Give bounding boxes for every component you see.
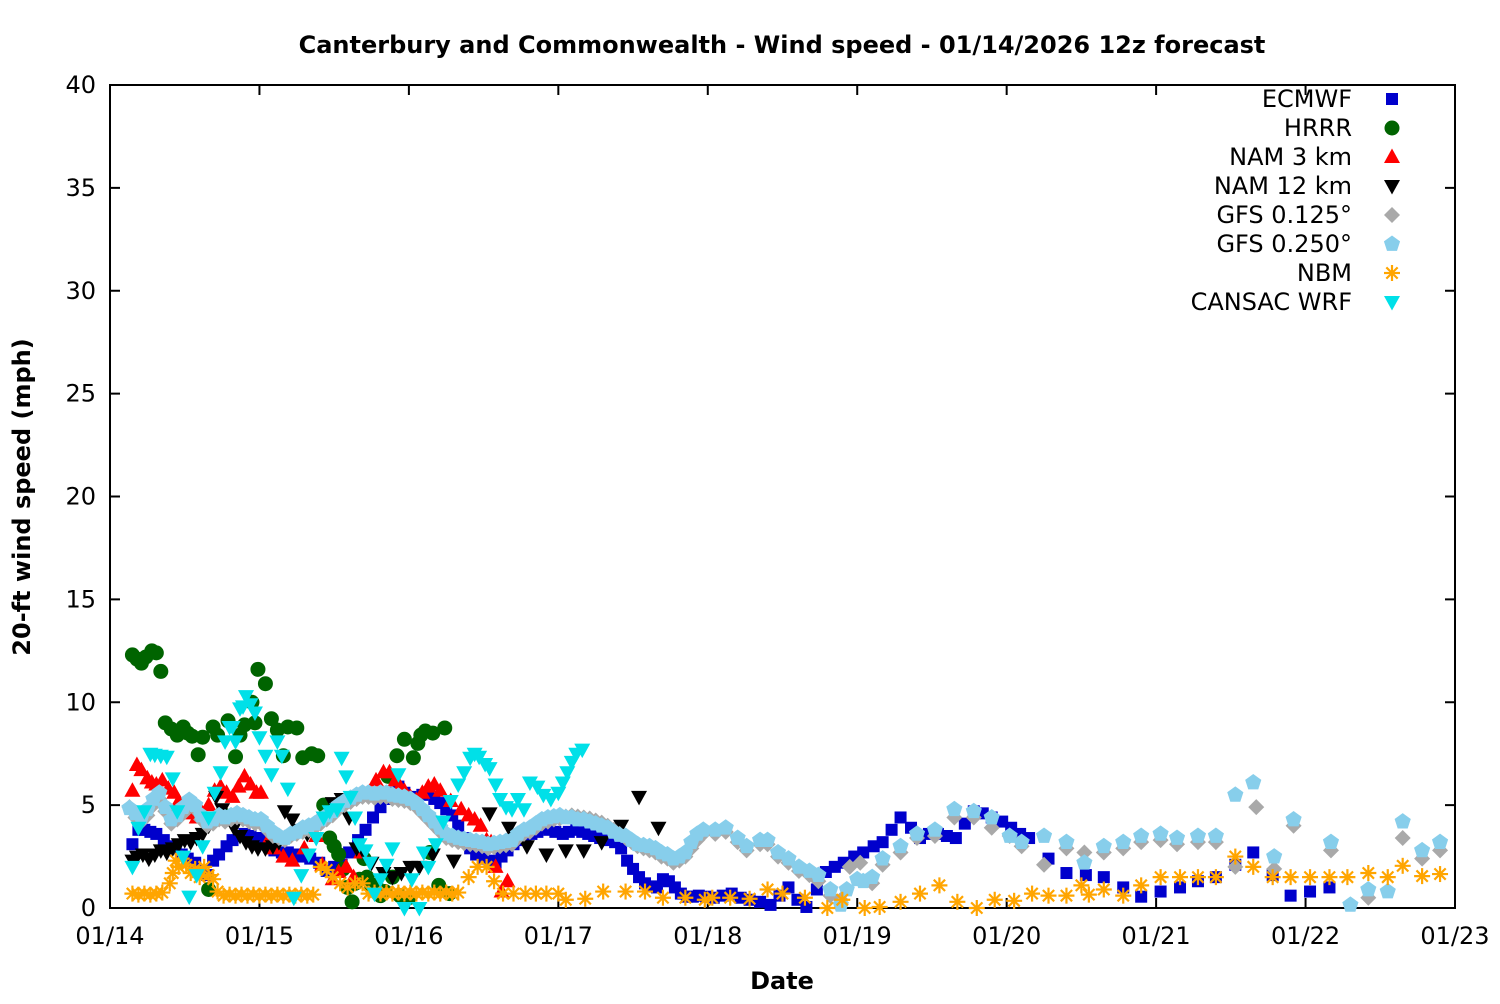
y-tick: 10 (65, 688, 1455, 716)
y-tick: 20 (65, 483, 1455, 511)
x-tick-label: 01/18 (673, 922, 742, 950)
y-tick: 25 (65, 380, 1455, 408)
chart-title: Canterbury and Commonwealth - Wind speed… (299, 31, 1266, 59)
x-tick-label: 01/15 (225, 922, 294, 950)
y-tick-label: 5 (81, 791, 96, 819)
y-tick-label: 10 (65, 688, 96, 716)
x-tick: 01/22 (1271, 85, 1340, 950)
y-tick-label: 25 (65, 380, 96, 408)
legend-item-nam-12-km: NAM 12 km (1214, 172, 1400, 200)
y-tick: 15 (65, 585, 1455, 613)
legend-label: HRRR (1284, 114, 1352, 142)
y-tick: 35 (65, 174, 1455, 202)
legend-item-nam-3-km: NAM 3 km (1229, 143, 1400, 171)
y-tick: 40 (65, 71, 1455, 99)
x-tick: 01/23 (1420, 85, 1490, 950)
legend-item-nbm: NBM (1297, 259, 1400, 287)
x-tick-label: 01/22 (1271, 922, 1340, 950)
x-tick-label: 01/16 (374, 922, 443, 950)
legend-label: GFS 0.125° (1216, 201, 1352, 229)
y-tick: 0 (81, 894, 1455, 922)
x-tick-label: 01/17 (524, 922, 593, 950)
legend-item-cansac-wrf: CANSAC WRF (1191, 288, 1400, 316)
legend-label: CANSAC WRF (1191, 288, 1352, 316)
legend-marker-triangle-down-icon (1384, 296, 1400, 311)
y-tick-label: 20 (65, 483, 96, 511)
legend-marker-triangle-up-icon (1384, 148, 1400, 163)
legend-label: GFS 0.250° (1216, 230, 1352, 258)
x-tick: 01/15 (225, 85, 294, 950)
legend-label: ECMWF (1262, 85, 1352, 113)
x-tick-label: 01/23 (1420, 922, 1489, 950)
x-tick: 01/21 (1122, 85, 1191, 950)
series-cansac-wrf (124, 690, 591, 917)
x-tick: 01/14 (75, 85, 145, 950)
legend-item-gfs-0-125: GFS 0.125° (1216, 201, 1400, 229)
y-tick: 30 (65, 277, 1455, 305)
series-gfs-0-250 (121, 773, 1449, 912)
legend-marker-diamond-icon (1384, 207, 1400, 223)
legend-item-gfs-0-250: GFS 0.250° (1216, 230, 1401, 258)
y-tick: 5 (81, 791, 1455, 819)
x-tick-label: 01/19 (823, 922, 892, 950)
y-tick-label: 40 (65, 71, 96, 99)
legend-marker-square-icon (1386, 93, 1398, 105)
legend-label: NAM 3 km (1229, 143, 1352, 171)
legend-item-hrrr: HRRR (1284, 114, 1400, 142)
x-tick: 01/16 (374, 85, 443, 950)
x-tick: 01/17 (524, 85, 593, 950)
series-nbm (124, 848, 1449, 916)
legend-marker-asterisk-icon (1384, 265, 1400, 281)
legend-label: NBM (1297, 259, 1352, 287)
legend-marker-triangle-down-icon (1384, 180, 1400, 195)
y-tick-label: 30 (65, 277, 96, 305)
legend-item-ecmwf: ECMWF (1262, 85, 1398, 113)
x-tick: 01/20 (972, 85, 1041, 950)
y-tick-label: 35 (65, 174, 96, 202)
y-tick-label: 15 (65, 585, 96, 613)
legend-marker-circle-icon (1384, 120, 1400, 136)
y-axis-label: 20-ft wind speed (mph) (8, 338, 36, 655)
legend-marker-pentagon-icon (1383, 235, 1401, 251)
legend-label: NAM 12 km (1214, 172, 1352, 200)
x-axis-label: Date (750, 967, 814, 995)
series-layer (121, 643, 1449, 917)
x-tick: 01/19 (823, 85, 892, 950)
y-tick-label: 0 (81, 894, 96, 922)
axes: 01/14 01/15 01/16 01/17 01/18 01/19 01/20 01/21… (65, 71, 1489, 950)
x-tick-label: 01/21 (1122, 922, 1191, 950)
x-tick: 01/18 (673, 85, 742, 950)
x-tick-label: 01/14 (75, 922, 144, 950)
x-tick-label: 01/20 (972, 922, 1041, 950)
